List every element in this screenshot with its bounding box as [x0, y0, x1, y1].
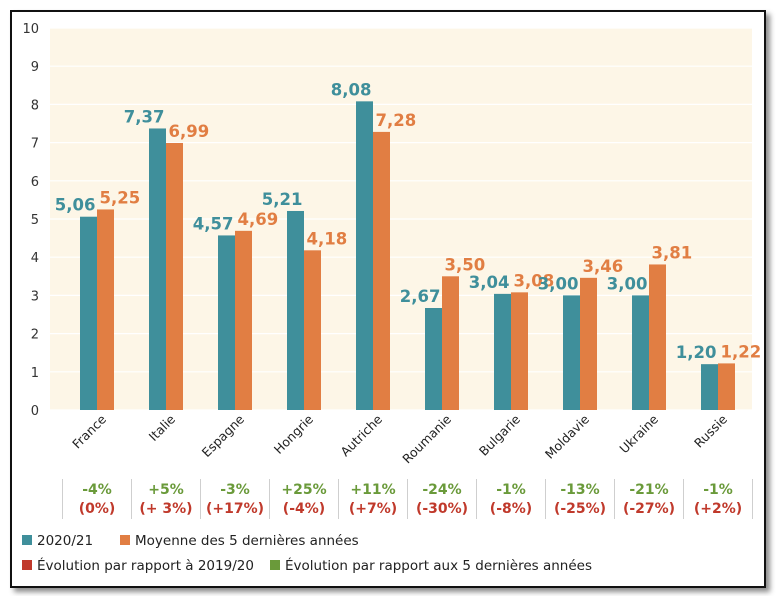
y-tick-label: 0	[31, 404, 39, 419]
value-label-2020-21: 3,00	[607, 274, 648, 293]
bar-2020-21	[425, 308, 442, 410]
evolution-5yr-label: -4%	[82, 482, 112, 498]
legend-label: Moyenne des 5 dernières années	[135, 533, 359, 549]
legend-swatch	[270, 560, 280, 570]
value-label-moyenne: 6,99	[169, 122, 210, 141]
bar-moyenne-5-ans	[511, 292, 528, 410]
legend-label: 2020/21	[37, 533, 93, 549]
evolution-prev-label: (+2%)	[694, 501, 742, 517]
category-label: Espagne	[199, 411, 248, 460]
value-label-moyenne: 3,50	[445, 255, 486, 274]
value-label-moyenne: 1,22	[721, 342, 762, 361]
value-label-moyenne: 3,46	[583, 257, 624, 276]
legend-label: Évolution par rapport aux 5 dernières an…	[285, 557, 592, 574]
bar-moyenne-5-ans	[718, 363, 735, 410]
bar-2020-21	[149, 128, 166, 410]
y-tick-label: 8	[31, 98, 39, 113]
category-label: Moldavie	[542, 411, 592, 461]
bar-2020-21	[356, 101, 373, 411]
bar-moyenne-5-ans	[166, 142, 183, 410]
evolution-prev-label: (-4%)	[283, 501, 325, 517]
legend-label: Évolution par rapport à 2019/20	[37, 557, 254, 574]
evolution-5yr-label: -1%	[703, 482, 733, 498]
legend-swatch	[120, 535, 130, 545]
evolution-5yr-label: +11%	[350, 482, 395, 498]
bar-2020-21	[632, 295, 649, 410]
value-label-2020-21: 3,04	[469, 273, 510, 292]
bar-moyenne-5-ans	[97, 209, 114, 410]
evolution-prev-label: (+7%)	[349, 501, 397, 517]
value-label-moyenne: 4,69	[238, 210, 279, 229]
bar-2020-21	[218, 235, 235, 410]
evolution-5yr-label: -1%	[496, 482, 526, 498]
value-label-moyenne: 7,28	[376, 111, 417, 130]
y-tick-label: 1	[31, 366, 39, 381]
value-label-2020-21: 4,57	[193, 214, 234, 233]
bar-2020-21	[287, 210, 304, 410]
bar-2020-21	[701, 364, 718, 410]
evolution-prev-label: (0%)	[79, 501, 116, 517]
evolution-prev-label: (-8%)	[490, 501, 532, 517]
category-label: Bulgarie	[476, 411, 524, 459]
value-label-2020-21: 8,08	[331, 80, 372, 99]
evolution-prev-label: (-30%)	[416, 501, 468, 517]
value-label-2020-21: 5,06	[55, 196, 96, 215]
y-tick-label: 10	[22, 22, 39, 37]
bar-2020-21	[563, 295, 580, 410]
y-tick-label: 5	[31, 213, 39, 228]
evolution-prev-label: (+17%)	[206, 501, 264, 517]
category-label: Hongrie	[271, 411, 317, 457]
y-tick-label: 3	[31, 289, 39, 304]
category-label: Autriche	[337, 411, 385, 459]
evolution-prev-label: (-27%)	[623, 501, 675, 517]
bar-2020-21	[494, 293, 511, 410]
bar-moyenne-5-ans	[649, 264, 666, 410]
category-label: France	[69, 411, 109, 451]
category-label: Roumanie	[399, 411, 454, 466]
bar-moyenne-5-ans	[442, 276, 459, 410]
value-label-moyenne: 5,25	[100, 188, 141, 207]
bar-moyenne-5-ans	[373, 131, 390, 411]
evolution-5yr-label: +25%	[281, 482, 326, 498]
value-label-2020-21: 3,00	[538, 274, 579, 293]
bar-moyenne-5-ans	[580, 277, 597, 410]
y-tick-label: 9	[31, 60, 39, 75]
evolution-5yr-label: -21%	[629, 482, 668, 498]
bar-2020-21	[80, 216, 97, 410]
y-tick-label: 6	[31, 175, 39, 190]
legend-swatch	[22, 560, 32, 570]
value-label-2020-21: 5,21	[262, 190, 303, 209]
bar-moyenne-5-ans	[235, 230, 252, 410]
category-label: Italie	[146, 411, 179, 444]
category-label: Russie	[691, 411, 730, 450]
value-label-moyenne: 3,08	[514, 271, 555, 290]
y-tick-label: 7	[31, 137, 39, 152]
value-label-2020-21: 7,37	[124, 107, 165, 126]
evolution-5yr-label: -13%	[560, 482, 599, 498]
bar-moyenne-5-ans	[304, 250, 321, 410]
value-label-moyenne: 3,81	[652, 243, 693, 262]
evolution-5yr-label: -3%	[220, 482, 250, 498]
legend-swatch	[22, 535, 32, 545]
category-label: Ukraine	[616, 411, 661, 456]
evolution-prev-label: (+ 3%)	[139, 501, 192, 517]
evolution-prev-label: (-25%)	[554, 501, 606, 517]
evolution-5yr-label: -24%	[422, 482, 461, 498]
value-label-2020-21: 1,20	[676, 343, 717, 362]
value-label-2020-21: 2,67	[400, 287, 441, 306]
evolution-5yr-label: +5%	[148, 482, 184, 498]
y-tick-label: 4	[31, 251, 39, 266]
y-tick-label: 2	[31, 328, 39, 343]
value-label-moyenne: 4,18	[307, 229, 348, 248]
